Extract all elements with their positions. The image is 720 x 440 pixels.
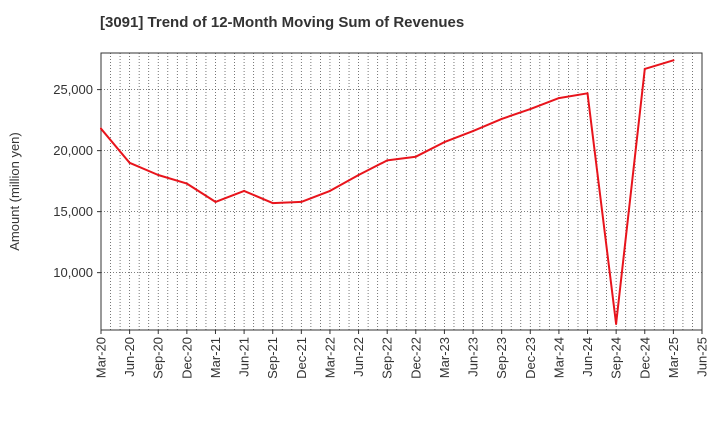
- data-point: [586, 92, 589, 95]
- data-point: [386, 159, 389, 162]
- x-tick-label: Mar-23: [437, 337, 452, 378]
- x-tick-label: Jun-20: [122, 337, 137, 377]
- x-tick-label: Sep-22: [380, 337, 395, 379]
- data-point: [243, 189, 246, 192]
- data-point: [300, 200, 303, 203]
- chart-title: [3091] Trend of 12-Month Moving Sum of R…: [100, 14, 465, 31]
- x-tick-label: Mar-21: [208, 337, 223, 378]
- series-layer: [100, 59, 675, 325]
- data-point: [271, 202, 274, 205]
- x-tick-label: Mar-24: [551, 337, 566, 378]
- x-tick-label: Sep-24: [609, 337, 624, 379]
- x-tick-label: Sep-21: [265, 337, 280, 379]
- x-tick-label: Dec-24: [637, 337, 652, 379]
- x-tick-label: Dec-23: [523, 337, 538, 379]
- x-tick-label: Jun-23: [466, 337, 481, 377]
- x-tick-label: Dec-20: [179, 337, 194, 379]
- x-tick-label: Mar-25: [666, 337, 681, 378]
- data-point: [500, 117, 503, 120]
- data-point: [128, 161, 131, 164]
- x-tick-label: Dec-22: [408, 337, 423, 379]
- x-axis-ticks: Mar-20 Jun-20 Sep-20 Dec-20 Mar-21 Jun-21 Sep-…: [94, 330, 710, 379]
- y-axis-ticks: 10,000 15,000 20,000 25,000: [53, 82, 101, 280]
- x-tick-label: Dec-21: [294, 337, 309, 379]
- x-tick-label: Jun-24: [580, 337, 595, 377]
- data-point: [185, 182, 188, 185]
- data-point: [472, 130, 475, 133]
- data-point: [100, 127, 102, 130]
- data-point: [443, 141, 446, 144]
- data-point: [328, 189, 331, 192]
- y-tick-label: 15,000: [53, 204, 93, 219]
- data-point: [357, 174, 360, 177]
- y-tick-label: 20,000: [53, 143, 93, 158]
- data-point: [615, 322, 618, 325]
- x-tick-label: Jun-21: [237, 337, 252, 377]
- x-tick-label: Sep-20: [151, 337, 166, 379]
- x-tick-label: Mar-20: [94, 337, 109, 378]
- data-point: [157, 174, 160, 177]
- grid-layer: [100, 53, 702, 330]
- data-point: [672, 59, 675, 62]
- x-tick-label: Jun-25: [695, 337, 710, 377]
- y-axis-label: Amount (million yen): [7, 132, 22, 251]
- data-point: [414, 155, 417, 158]
- data-point: [557, 97, 560, 100]
- plot-area-frame: [100, 52, 703, 331]
- x-tick-label: Mar-22: [322, 337, 337, 378]
- x-tick-label: Jun-22: [351, 337, 366, 377]
- data-point: [529, 108, 532, 111]
- x-tick-label: Sep-23: [494, 337, 509, 379]
- y-tick-label: 25,000: [53, 82, 93, 97]
- data-point: [643, 67, 646, 70]
- data-point: [214, 200, 217, 203]
- y-tick-label: 10,000: [53, 265, 93, 280]
